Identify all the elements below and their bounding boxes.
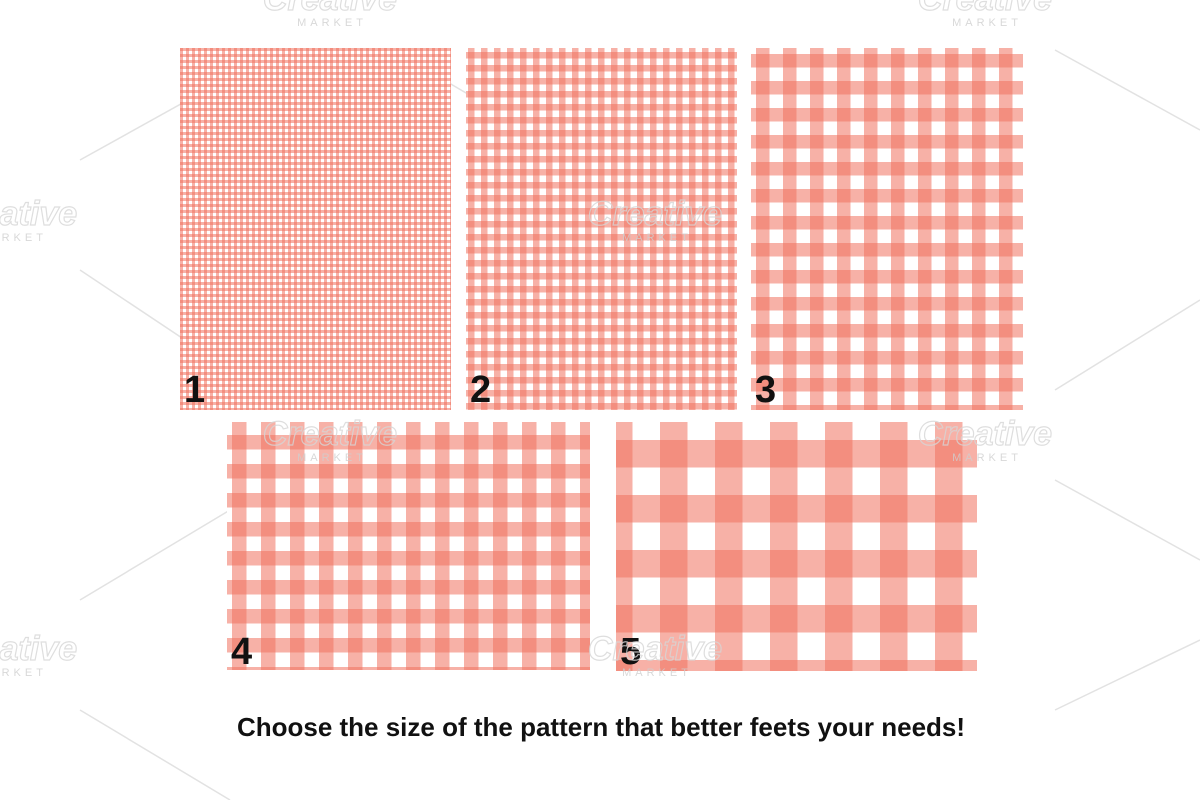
watermark-title: Creative [588,630,722,668]
gingham-swatch [227,422,590,670]
panel: 2 [466,48,737,411]
watermark-subtitle: MARKET [622,667,692,679]
panel: 3 [751,48,1023,411]
watermark-title: Creative [0,630,77,668]
watermark-title: Creative [263,0,397,18]
panel-number: 1 [184,369,205,411]
watermark-title: Creative [0,195,77,233]
watermark-title: Creative [588,195,722,233]
gingham-swatch [466,48,737,410]
watermark-subtitle: MARKET [0,232,47,244]
panel: 5 [616,422,977,673]
panel-number: 3 [755,369,776,411]
panel-number: 4 [231,631,252,673]
panel-number: 5 [620,631,641,673]
watermark-subtitle: MARKET [297,17,367,29]
watermark-subtitle: MARKET [297,452,367,464]
panel-number: 2 [470,369,491,411]
panel: 1 [180,48,451,411]
watermark-title: Creative [263,415,397,453]
panel: 4 [227,422,590,673]
gingham-swatch [616,422,977,671]
watermark-subtitle: MARKET [952,17,1022,29]
watermarks: CreativeMARKETCreativeMARKETCreativeMARK… [0,0,1053,679]
watermark-subtitle: MARKET [622,232,692,244]
caption: Choose the size of the pattern that bett… [237,712,965,742]
watermark-subtitle: MARKET [0,667,47,679]
gingham-swatch [180,48,451,410]
watermark-title: Creative [918,415,1052,453]
watermark-subtitle: MARKET [952,452,1022,464]
watermark-title: Creative [918,0,1052,18]
gingham-swatch [751,48,1023,410]
